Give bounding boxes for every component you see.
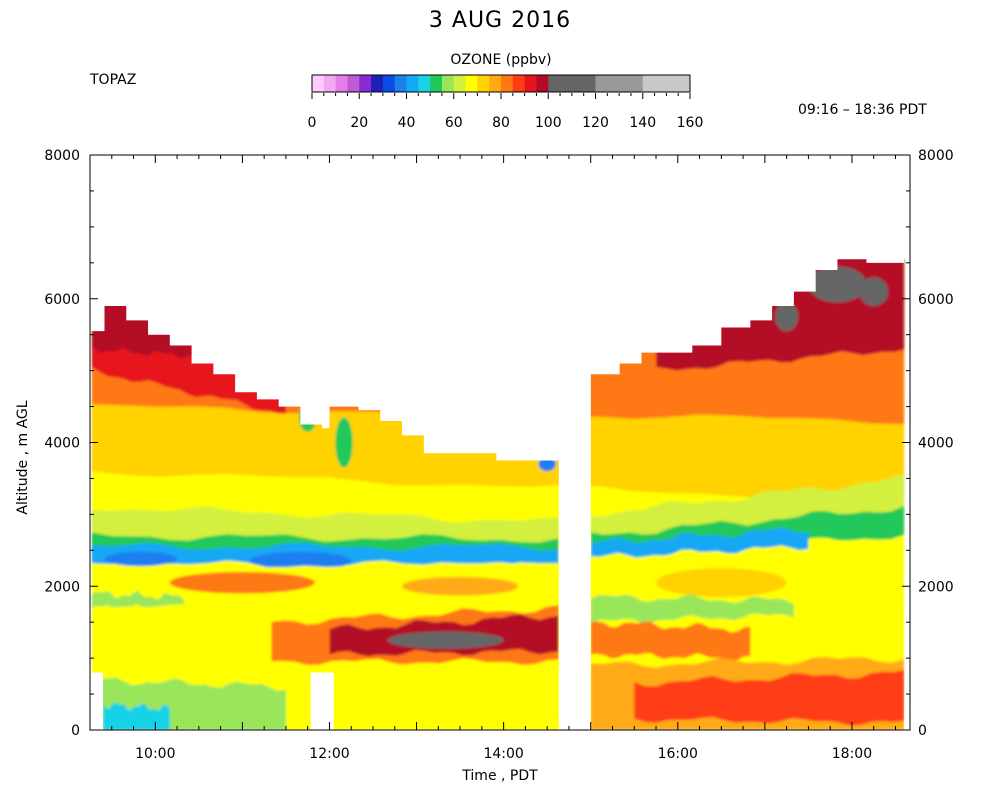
colorbar-bin xyxy=(418,75,431,92)
ozone-blob xyxy=(104,551,178,567)
ozone-layer xyxy=(590,527,809,558)
colorbar-bin xyxy=(323,75,337,92)
y-axis-title: Altitude , m AGL xyxy=(15,400,31,514)
colorbar-tick-label: 20 xyxy=(350,115,368,131)
ozone-blob xyxy=(808,266,867,303)
x-tick-label: 12:00 xyxy=(309,746,349,762)
chart-title: 3 AUG 2016 xyxy=(428,8,572,33)
colorbar-tick-label: 160 xyxy=(677,115,704,131)
colorbar-bin xyxy=(512,75,526,92)
ozone-blob xyxy=(859,277,889,306)
colorbar-bin xyxy=(536,75,549,92)
colorbar-bin xyxy=(489,75,502,92)
colorbar-tick-label: 140 xyxy=(629,115,656,131)
ozone-blob xyxy=(775,302,799,332)
colorbar-tick-label: 60 xyxy=(445,115,463,131)
ozone-layer xyxy=(634,669,905,726)
colorbar-bin xyxy=(524,75,537,92)
x-tick-label: 14:00 xyxy=(483,746,523,762)
data-gap xyxy=(573,374,591,730)
colorbar-tick-label: 40 xyxy=(398,115,416,131)
colorbar-bin xyxy=(548,75,596,92)
colorbar-tick-label: 100 xyxy=(535,115,562,131)
ozone-blob xyxy=(213,702,286,729)
colorbar-bin xyxy=(477,75,490,92)
colorbar-bin xyxy=(382,75,396,92)
data-gap xyxy=(90,672,104,730)
colorbar-bin xyxy=(430,75,443,92)
colorbar-bin xyxy=(347,75,360,92)
colorbar-frame xyxy=(311,74,691,93)
y-tick-label-left: 6000 xyxy=(44,292,80,308)
colorbar-tick-label: 80 xyxy=(492,115,510,131)
station-label: TOPAZ xyxy=(90,72,137,88)
ozone-blob xyxy=(249,551,352,571)
y-tick-label-right: 4000 xyxy=(918,436,954,452)
y-tick-label-right: 8000 xyxy=(918,148,954,164)
ozone-layer xyxy=(103,702,170,730)
ozone-layer xyxy=(91,259,199,359)
ozone-layer xyxy=(590,594,794,624)
ozone-blob xyxy=(298,402,317,432)
ozone-blob xyxy=(387,631,504,649)
colorbar-bin xyxy=(595,75,644,92)
ozone-field xyxy=(90,259,905,730)
colorbar-bin xyxy=(406,75,419,92)
colorbar-tick-label: 120 xyxy=(582,115,609,131)
axes: 0 2000 4000 6000 8000 0 2000 4000 6000 8000 10:00 1… xyxy=(15,148,954,784)
colorbar-bin xyxy=(501,75,514,92)
y-tick-label-left: 8000 xyxy=(44,148,80,164)
ozone-layer xyxy=(656,259,905,371)
time-range-label: 09:16 – 18:36 PDT xyxy=(798,102,927,118)
colorbar-bin xyxy=(371,75,384,92)
ozone-layer xyxy=(590,621,751,661)
colorbar-bin xyxy=(453,75,466,92)
y-tick-label-left: 4000 xyxy=(44,436,80,452)
ozone-blob xyxy=(169,571,315,594)
x-tick-label: 18:00 xyxy=(832,746,872,762)
y-tick-label-left: 0 xyxy=(71,723,80,739)
ozone-blob xyxy=(656,568,787,598)
colorbar: 0 20 40 60 80 100 120 140 160 xyxy=(308,74,704,131)
data-gap xyxy=(558,464,574,709)
colorbar-tick-label: 0 xyxy=(308,115,317,131)
colorbar-bin xyxy=(642,75,691,92)
colorbar-bin xyxy=(465,75,478,92)
colorbar-bin xyxy=(394,75,407,92)
ozone-blob xyxy=(538,456,556,472)
y-tick-label-left: 2000 xyxy=(44,579,80,595)
y-tick-label-right: 6000 xyxy=(918,292,954,308)
ozone-blob xyxy=(335,417,353,468)
x-tick-label: 16:00 xyxy=(658,746,698,762)
y-tick-label-right: 2000 xyxy=(918,579,954,595)
y-tick-label-right: 0 xyxy=(918,723,927,739)
colorbar-bin xyxy=(441,75,455,92)
x-tick-label: 10:00 xyxy=(135,746,175,762)
ozone-layer xyxy=(91,259,286,414)
data-gap xyxy=(310,672,334,730)
x-axis-title: Time , PDT xyxy=(461,768,538,784)
colorbar-bin xyxy=(312,75,325,92)
colorbar-title: OZONE (ppbv) xyxy=(450,52,552,68)
ozone-blob xyxy=(402,576,519,596)
colorbar-bin xyxy=(359,75,372,92)
colorbar-bin xyxy=(335,75,348,92)
